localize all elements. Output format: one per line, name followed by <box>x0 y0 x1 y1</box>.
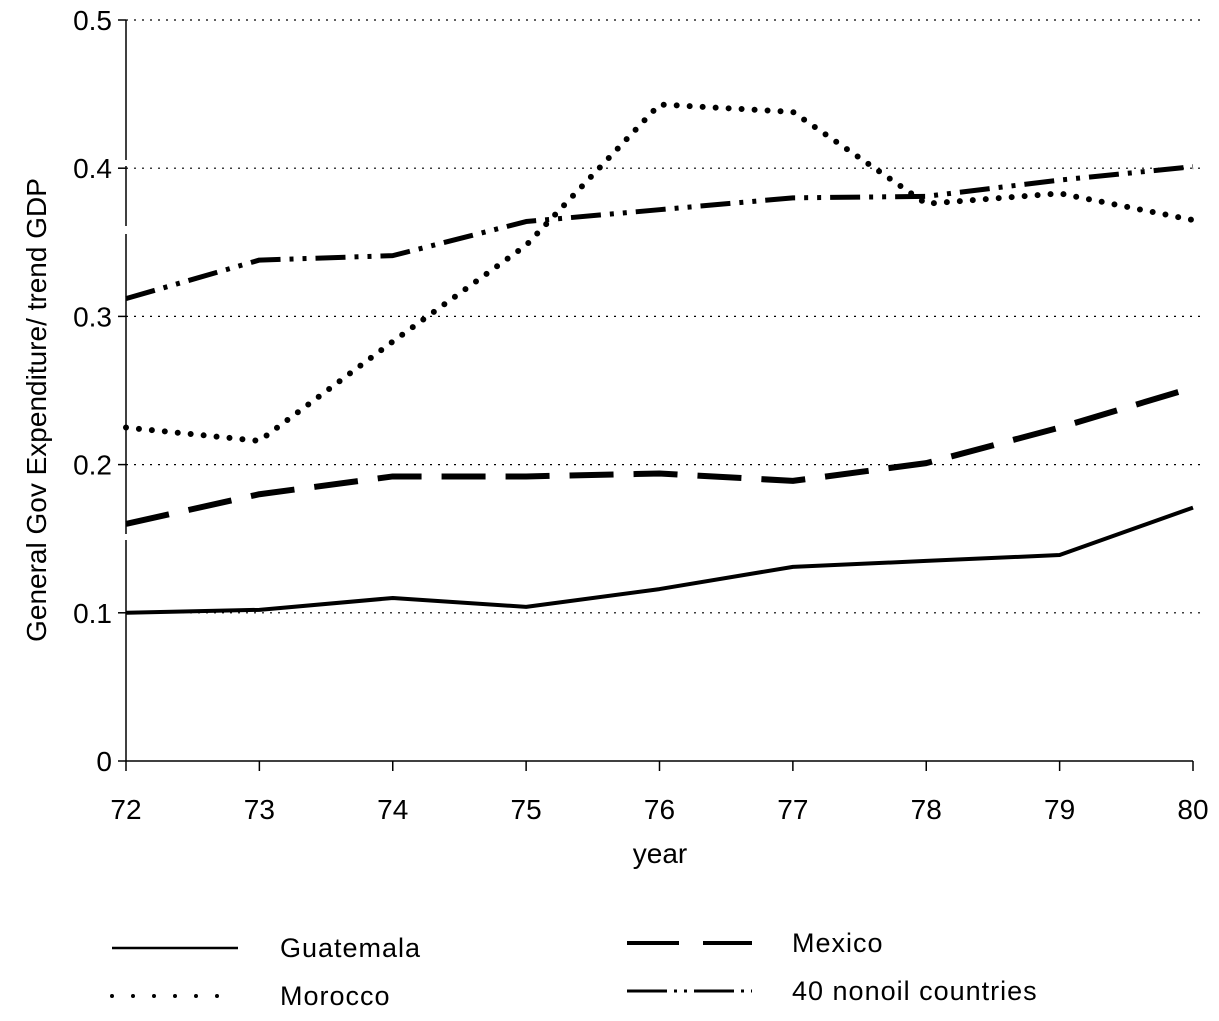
y-tick-label: 0.3 <box>73 301 112 332</box>
gridlines <box>126 19 1205 614</box>
y-tick-label: 0 <box>96 746 112 777</box>
legend-label-guatemala: Guatemala <box>280 933 421 963</box>
series-lines <box>123 101 1196 615</box>
y-axis-title: General Gov Expenditure/ trend GDP <box>21 178 52 642</box>
series-line-morocco <box>123 101 1196 444</box>
x-tick-label: 78 <box>911 794 942 825</box>
x-tick-label: 77 <box>777 794 808 825</box>
y-tick-label: 0.2 <box>73 450 112 481</box>
legend: Guatemala Mexico Morocco 40 nonoil countrie… <box>110 928 1038 1011</box>
x-tick-label: 75 <box>511 794 542 825</box>
x-tick-label: 80 <box>1177 794 1208 825</box>
series-line-40-nonoil-countries <box>125 164 1194 302</box>
x-tick-label: 72 <box>110 794 141 825</box>
y-tick-label: 0.4 <box>73 153 112 184</box>
y-tick-label: 0.5 <box>73 5 112 36</box>
legend-label-morocco: Morocco <box>280 981 391 1011</box>
x-axis-title: year <box>633 838 687 869</box>
x-tick-label: 73 <box>244 794 275 825</box>
series-line-mexico <box>125 384 1194 527</box>
series-line-guatemala <box>125 505 1194 615</box>
y-tick-labels: 0 0.1 0.2 0.3 0.4 0.5 <box>73 5 112 777</box>
legend-label-mexico: Mexico <box>792 928 884 958</box>
x-tick-label: 76 <box>644 794 675 825</box>
x-tick-labels: 72 73 74 75 76 77 78 79 80 <box>110 794 1208 825</box>
x-tick-label: 74 <box>377 794 408 825</box>
x-tick-label: 79 <box>1044 794 1075 825</box>
legend-label-40-nonoil-countries: 40 nonoil countries <box>792 976 1038 1006</box>
axes <box>118 19 1194 771</box>
y-tick-label: 0.1 <box>73 598 112 629</box>
